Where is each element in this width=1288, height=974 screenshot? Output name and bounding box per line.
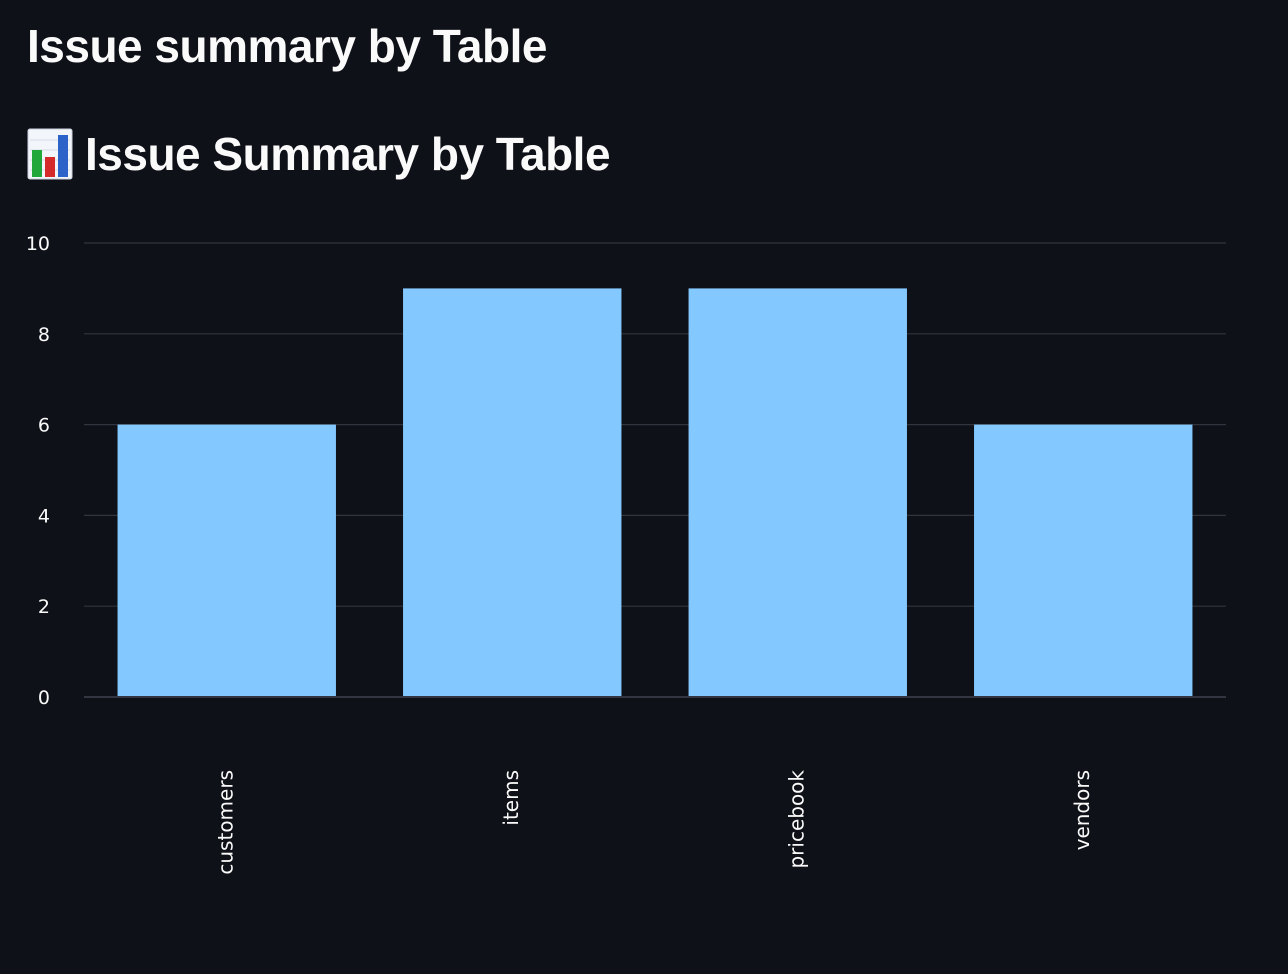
y-tick-label: 8 — [38, 324, 50, 346]
x-tick-label-items: items — [499, 770, 523, 826]
bar-items[interactable] — [403, 288, 622, 696]
bar-vendors[interactable] — [974, 424, 1193, 696]
y-tick-label: 10 — [26, 233, 50, 255]
y-tick-label: 4 — [38, 505, 50, 527]
y-tick-label: 0 — [38, 687, 50, 709]
bars — [117, 288, 1193, 696]
bar-chart[interactable]: 0 2 4 6 8 10 customers items pricebook vendors — [0, 200, 1288, 920]
y-axis-ticks: 0 2 4 6 8 10 — [26, 233, 50, 709]
x-tick-label-customers: customers — [213, 770, 237, 875]
page-title: Issue summary by Table — [27, 20, 547, 72]
bar-pricebook[interactable] — [688, 288, 907, 696]
x-tick-label-vendors: vendors — [1070, 770, 1094, 850]
section-title: Issue Summary by Table — [85, 128, 611, 180]
section-heading: Issue Summary by Table — [27, 122, 611, 186]
x-tick-label-pricebook: pricebook — [784, 770, 808, 869]
y-tick-label: 6 — [38, 415, 50, 437]
y-tick-label: 2 — [38, 596, 50, 618]
bar-chart-svg: 0 2 4 6 8 10 customers items pricebook vendors — [26, 233, 1226, 875]
bar-chart-emoji-icon — [27, 128, 73, 180]
x-axis-ticks: customers items pricebook vendors — [213, 770, 1094, 875]
bar-customers[interactable] — [117, 424, 336, 696]
